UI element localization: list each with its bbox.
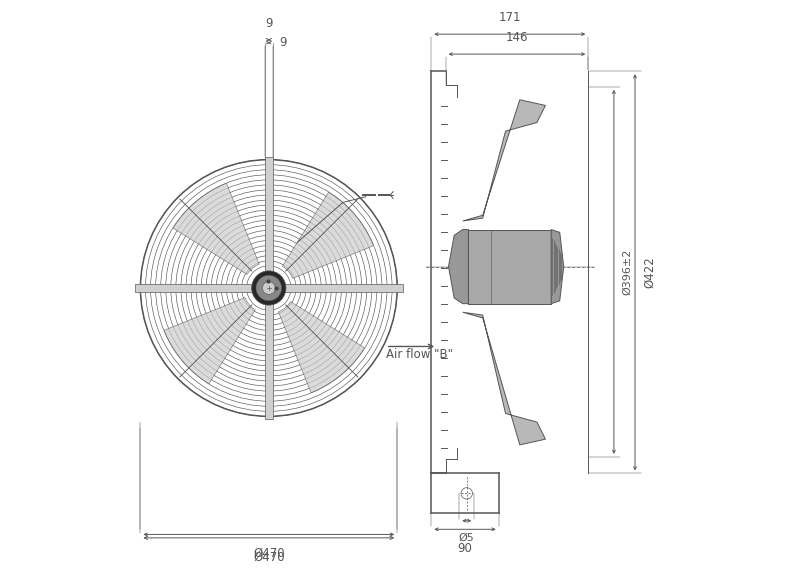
Circle shape	[262, 282, 275, 294]
Circle shape	[252, 271, 286, 305]
Circle shape	[256, 275, 282, 301]
Polygon shape	[551, 229, 564, 304]
Bar	[469, 229, 551, 304]
Text: 90: 90	[458, 542, 473, 555]
Polygon shape	[164, 298, 255, 384]
Text: Ø5: Ø5	[459, 533, 474, 543]
Text: 9: 9	[265, 17, 273, 29]
Text: 171: 171	[498, 11, 521, 24]
Polygon shape	[278, 302, 365, 393]
Polygon shape	[462, 100, 546, 221]
Text: 146: 146	[506, 31, 528, 44]
Text: Ø422: Ø422	[643, 256, 657, 288]
Text: Ø470: Ø470	[253, 551, 285, 563]
Polygon shape	[462, 312, 546, 445]
Text: 9: 9	[280, 36, 287, 49]
Text: Air flow "B": Air flow "B"	[386, 348, 453, 361]
Polygon shape	[282, 192, 374, 278]
Bar	[265, 157, 273, 419]
Polygon shape	[173, 183, 259, 274]
Text: Ø396±2: Ø396±2	[622, 249, 633, 295]
Polygon shape	[449, 229, 469, 304]
Text: Ø470: Ø470	[253, 547, 285, 560]
Bar	[134, 284, 403, 292]
